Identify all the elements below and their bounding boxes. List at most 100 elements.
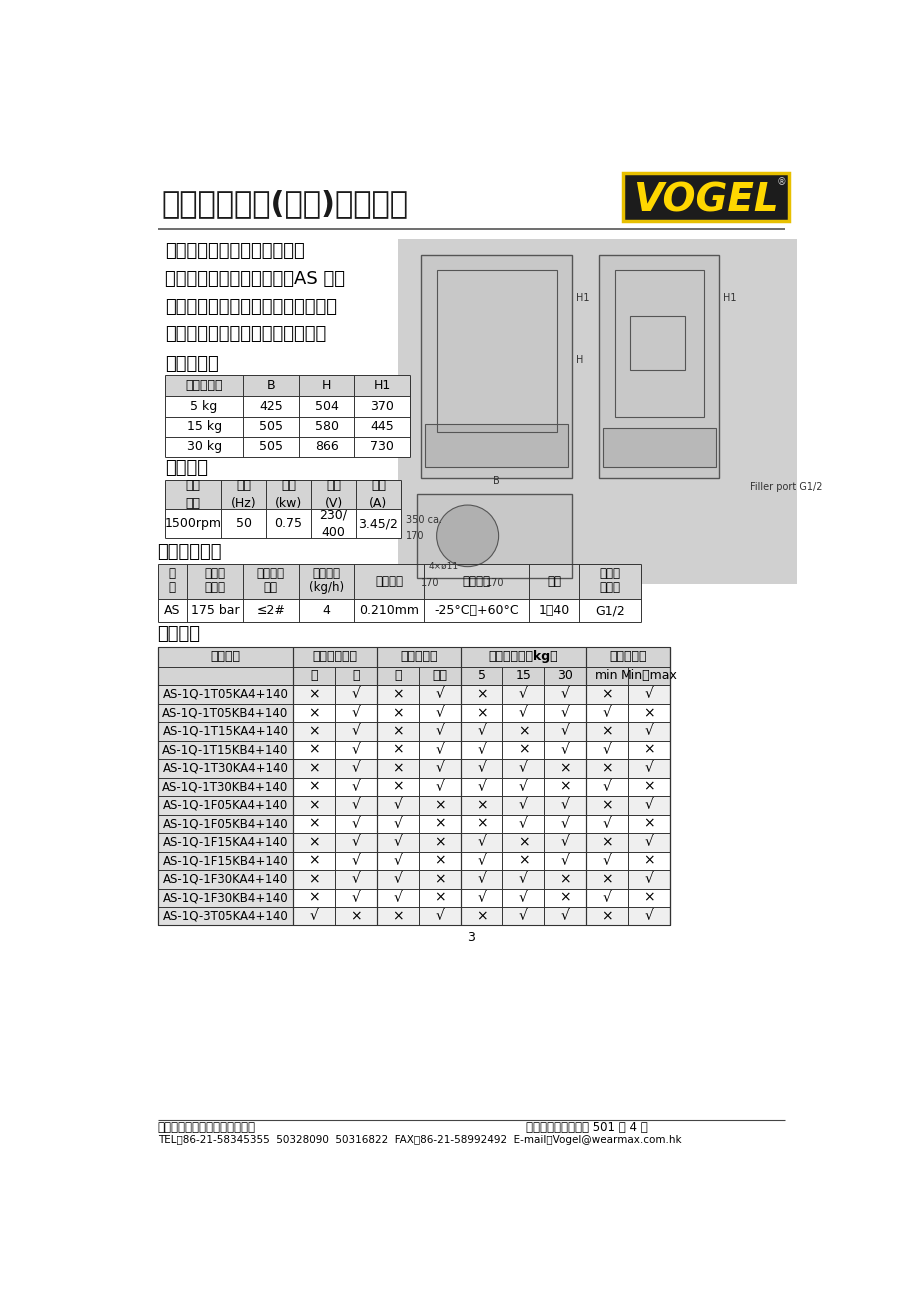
Text: 福鸟润滑系统(上海)有限公司: 福鸟润滑系统(上海)有限公司	[162, 189, 408, 217]
Bar	[622, 173, 789, 221]
Text: √: √	[602, 891, 611, 905]
Text: √: √	[561, 724, 569, 738]
Text: ×: ×	[308, 836, 320, 849]
Bar	[157, 703, 669, 723]
Text: ×: ×	[517, 836, 528, 849]
Text: ×: ×	[391, 762, 403, 776]
Text: 干油: 干油	[264, 581, 278, 594]
Text: AS-1Q-1F30KA4+140: AS-1Q-1F30KA4+140	[163, 872, 288, 885]
Text: 有: 有	[352, 669, 359, 682]
Text: AS-1Q-1T30KA4+140: AS-1Q-1T30KA4+140	[163, 762, 288, 775]
Text: √: √	[477, 872, 485, 887]
Bar	[157, 852, 293, 870]
Text: √: √	[477, 891, 485, 905]
Text: √: √	[393, 872, 402, 887]
Text: 230/
400: 230/ 400	[319, 508, 347, 539]
Bar	[157, 907, 669, 926]
Bar	[165, 436, 410, 457]
Bar	[417, 493, 572, 578]
Bar	[165, 417, 410, 436]
Text: √: √	[561, 706, 569, 720]
Text: 实现两根主管道交替工作。AS 型干: 实现两根主管道交替工作。AS 型干	[165, 270, 345, 288]
Text: √: √	[644, 872, 652, 887]
Text: Min～max: Min～max	[619, 669, 676, 682]
Text: AS-1Q-1F05KA4+140: AS-1Q-1F05KA4+140	[163, 799, 288, 812]
Text: ×: ×	[601, 872, 612, 887]
Text: √: √	[518, 687, 528, 702]
Text: ×: ×	[559, 780, 571, 794]
Text: 5: 5	[477, 669, 485, 682]
Text: 型号规格: 型号规格	[210, 650, 240, 663]
Text: 730: 730	[370, 440, 394, 453]
Text: √: √	[561, 798, 569, 812]
Circle shape	[437, 505, 498, 566]
Text: 主要技术参数: 主要技术参数	[157, 543, 221, 561]
Bar	[157, 852, 669, 870]
Text: 505: 505	[258, 421, 282, 434]
Bar	[157, 888, 669, 907]
Text: √: √	[393, 836, 402, 849]
Bar	[157, 888, 293, 907]
Text: 钢: 钢	[393, 669, 402, 682]
Text: 0.210mm: 0.210mm	[359, 604, 419, 617]
Text: ×: ×	[308, 854, 320, 868]
Text: AS: AS	[164, 604, 180, 617]
Text: √: √	[518, 798, 528, 812]
Text: ×: ×	[559, 891, 571, 905]
Bar	[157, 599, 641, 622]
Text: 170: 170	[485, 578, 504, 589]
Text: ×: ×	[391, 706, 403, 720]
Bar	[157, 796, 669, 815]
Bar	[603, 428, 715, 466]
Text: √: √	[351, 816, 360, 831]
Text: ×: ×	[308, 706, 320, 720]
Bar	[421, 255, 572, 478]
Text: √: √	[435, 687, 444, 702]
Text: AS-1Q-1F15KA4+140: AS-1Q-1F15KA4+140	[163, 836, 288, 849]
Bar	[157, 759, 293, 777]
Text: √: √	[435, 743, 444, 756]
Text: AS-1Q-1T05KB4+140: AS-1Q-1T05KB4+140	[162, 707, 289, 720]
Bar	[157, 833, 293, 852]
Text: ×: ×	[601, 798, 612, 812]
Text: ×: ×	[642, 706, 654, 720]
Text: 电机参数: 电机参数	[165, 460, 208, 478]
Text: √: √	[644, 762, 652, 776]
Text: ×: ×	[391, 724, 403, 738]
Bar	[397, 240, 796, 585]
Text: ×: ×	[308, 743, 320, 756]
Text: 4×ø11: 4×ø11	[428, 562, 459, 572]
Text: 公称流量: 公称流量	[312, 568, 340, 581]
Text: √: √	[602, 854, 611, 868]
Text: ×: ×	[434, 836, 445, 849]
Bar	[157, 815, 669, 833]
Text: ×: ×	[642, 780, 654, 794]
Text: ×: ×	[642, 743, 654, 756]
Bar	[157, 647, 669, 667]
Text: √: √	[518, 872, 528, 887]
Text: √: √	[477, 762, 485, 776]
Text: AS-1Q-1T05KA4+140: AS-1Q-1T05KA4+140	[163, 687, 288, 700]
Text: ×: ×	[308, 687, 320, 702]
Text: √: √	[393, 816, 402, 831]
Text: 3.45/2: 3.45/2	[358, 517, 398, 530]
Text: ×: ×	[517, 724, 528, 738]
Bar	[157, 759, 669, 777]
Text: √: √	[644, 836, 652, 849]
Text: √: √	[602, 743, 611, 756]
Text: 350 ca.: 350 ca.	[405, 516, 441, 526]
Bar	[157, 907, 293, 926]
Text: ×: ×	[434, 816, 445, 831]
Bar	[157, 723, 669, 741]
Text: √: √	[477, 743, 485, 756]
Text: ×: ×	[517, 854, 528, 868]
Bar	[157, 833, 669, 852]
Text: AS-1Q-1F15KB4+140: AS-1Q-1F15KB4+140	[163, 854, 288, 867]
Text: √: √	[561, 854, 569, 868]
Text: 型: 型	[169, 568, 176, 581]
Text: ×: ×	[434, 872, 445, 887]
Text: min: min	[595, 669, 618, 682]
Text: 最大工: 最大工	[204, 568, 225, 581]
Text: 电流
(A): 电流 (A)	[369, 479, 387, 510]
Text: 系统主管道通过内置式换向阀: 系统主管道通过内置式换向阀	[165, 242, 305, 260]
